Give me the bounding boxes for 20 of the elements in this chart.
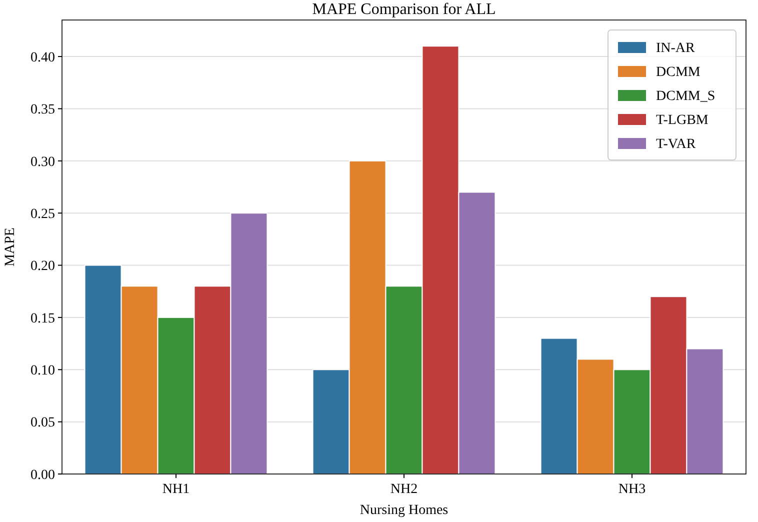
y-tick-label: 0.00 bbox=[30, 468, 55, 483]
x-axis-title: Nursing Homes bbox=[360, 503, 448, 518]
y-tick-label: 0.40 bbox=[30, 50, 55, 66]
y-tick-label: 0.25 bbox=[30, 206, 55, 222]
x-tick-label: NH1 bbox=[162, 482, 190, 497]
legend-label: IN-AR bbox=[656, 41, 696, 56]
chart-title: MAPE Comparison for ALL bbox=[312, 1, 496, 18]
legend-label: T-VAR bbox=[656, 137, 696, 152]
x-tick-label: NH3 bbox=[618, 482, 646, 497]
x-tick-label: NH2 bbox=[390, 482, 418, 497]
legend-label: DCMM bbox=[656, 65, 701, 80]
y-tick-label: 0.30 bbox=[30, 154, 55, 170]
y-axis-title: MAPE bbox=[3, 228, 18, 266]
y-tick-label: 0.20 bbox=[30, 259, 55, 274]
legend-label: DCMM_S bbox=[656, 89, 716, 104]
y-tick-label: 0.35 bbox=[30, 102, 55, 118]
legend-label: T-LGBM bbox=[656, 113, 709, 128]
y-tick-label: 0.05 bbox=[30, 416, 55, 431]
y-tick-label: 0.10 bbox=[30, 364, 55, 379]
y-tick-label: 0.15 bbox=[30, 311, 55, 326]
